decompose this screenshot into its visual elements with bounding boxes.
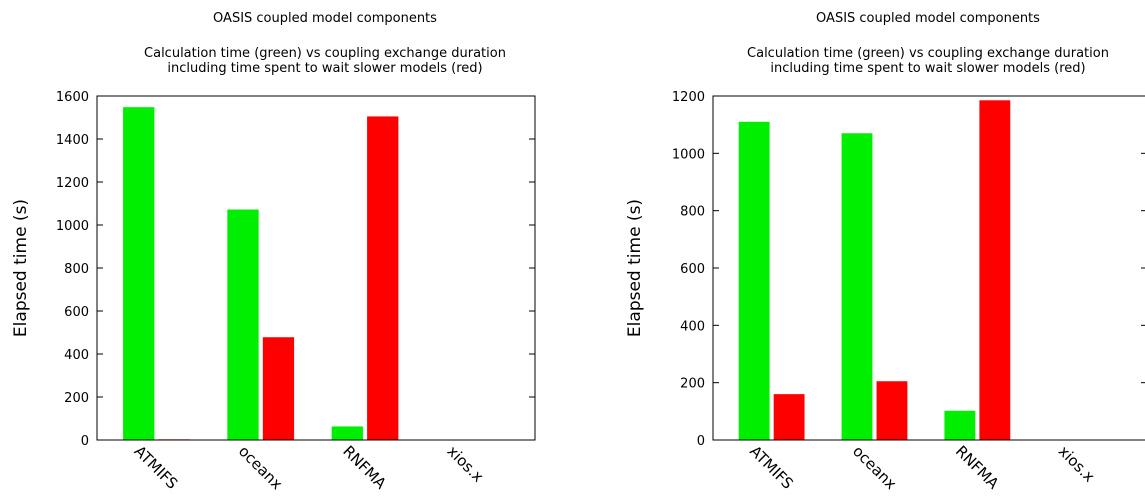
x-category-label: xios.x bbox=[1055, 442, 1099, 486]
y-tick-label: 400 bbox=[680, 319, 705, 334]
y-tick-label: 1400 bbox=[56, 133, 89, 148]
y-tick-label: 600 bbox=[680, 262, 705, 277]
bar bbox=[738, 121, 770, 441]
chart-subtitle-line: Calculation time (green) vs coupling exc… bbox=[747, 46, 1109, 61]
y-axis-label: Elapsed time (s) bbox=[11, 199, 31, 337]
y-tick-label: 1200 bbox=[56, 176, 89, 191]
bar bbox=[944, 410, 976, 440]
y-tick-label: 200 bbox=[64, 391, 89, 406]
bar bbox=[979, 100, 1011, 441]
x-category-label: xios.x bbox=[444, 442, 488, 486]
bar bbox=[123, 107, 155, 441]
plot-frame bbox=[96, 95, 536, 441]
bar bbox=[367, 116, 399, 441]
y-tick-label: 800 bbox=[64, 262, 89, 277]
y-tick-label: 1000 bbox=[56, 219, 89, 234]
y-tick-label: 1000 bbox=[672, 147, 705, 162]
bar bbox=[876, 381, 908, 440]
bar bbox=[262, 337, 295, 440]
x-category-label: ATMIFS bbox=[131, 442, 182, 493]
x-category-label: RNFMA bbox=[952, 442, 1003, 493]
y-tick-label: 400 bbox=[64, 348, 89, 363]
x-category-label: oceanx bbox=[235, 442, 286, 493]
bar bbox=[841, 133, 873, 440]
y-tick-label: 1600 bbox=[56, 90, 89, 105]
y-tick-label: 0 bbox=[81, 434, 89, 449]
x-category-label: oceanx bbox=[849, 442, 900, 493]
bar bbox=[331, 426, 363, 440]
chart-subtitle-line: including time spent to wait slower mode… bbox=[770, 61, 1085, 76]
y-tick-label: 0 bbox=[697, 434, 705, 449]
chart-subtitle-line: including time spent to wait slower mode… bbox=[167, 61, 482, 76]
y-tick-label: 600 bbox=[64, 305, 89, 320]
chart-2: OASIS coupled model components Calculatio… bbox=[625, 11, 1145, 493]
x-category-label: ATMIFS bbox=[746, 442, 797, 493]
chart-title: OASIS coupled model components bbox=[213, 11, 437, 26]
y-tick-label: 1200 bbox=[672, 90, 705, 105]
x-category-label: RNFMA bbox=[339, 442, 390, 493]
bar bbox=[227, 209, 259, 440]
bar bbox=[773, 394, 805, 440]
chart-title: OASIS coupled model components bbox=[816, 11, 1040, 26]
y-axis-label: Elapsed time (s) bbox=[625, 199, 645, 337]
chart-subtitle-line: Calculation time (green) vs coupling exc… bbox=[144, 46, 506, 61]
plot-frame bbox=[712, 95, 1145, 441]
y-tick-label: 200 bbox=[680, 377, 705, 392]
chart-1: OASIS coupled model components Calculatio… bbox=[11, 11, 536, 493]
y-tick-label: 800 bbox=[680, 205, 705, 220]
